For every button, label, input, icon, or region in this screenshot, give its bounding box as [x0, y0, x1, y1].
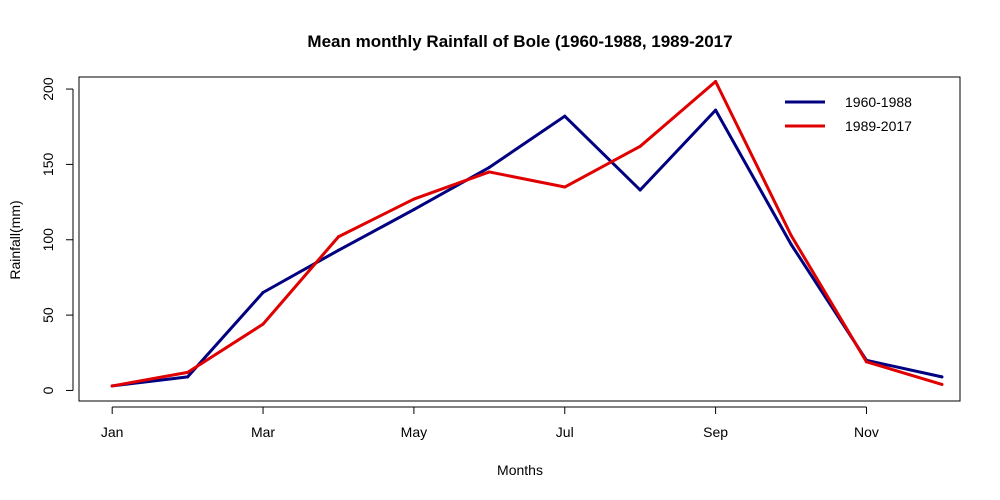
- data-point: [336, 248, 340, 252]
- x-tick-label: Nov: [854, 424, 879, 440]
- x-tick-label: Mar: [251, 424, 275, 440]
- y-tick-label: 50: [40, 307, 56, 323]
- plot-frame: [78, 76, 961, 402]
- legend-label-2: 1989-2017: [845, 118, 912, 134]
- data-point: [789, 233, 793, 237]
- legend: 1960-1988 1989-2017: [785, 94, 912, 134]
- data-point: [789, 242, 793, 246]
- y-tick-label: 200: [40, 77, 56, 101]
- data-point: [412, 197, 416, 201]
- data-point: [940, 382, 944, 386]
- data-point: [487, 165, 491, 169]
- data-point: [563, 114, 567, 118]
- x-axis-label: Months: [497, 462, 543, 478]
- y-tick-label: 150: [40, 153, 56, 177]
- legend-label-1: 1960-1988: [845, 94, 912, 110]
- x-tick-label: May: [401, 424, 427, 440]
- data-point: [940, 375, 944, 379]
- data-point: [563, 185, 567, 189]
- data-point: [186, 375, 190, 379]
- data-point: [110, 384, 114, 388]
- data-point: [864, 360, 868, 364]
- y-axis: 0 50 100 150 200: [40, 77, 74, 394]
- data-point: [261, 290, 265, 294]
- x-tick-label: Sep: [703, 424, 728, 440]
- data-point: [336, 235, 340, 239]
- data-point: [714, 108, 718, 112]
- series-layer: [110, 80, 944, 388]
- data-point: [487, 170, 491, 174]
- x-tick-label: Jan: [101, 424, 124, 440]
- chart-title: Mean monthly Rainfall of Bole (1960-1988…: [307, 32, 732, 51]
- data-point: [261, 322, 265, 326]
- data-point: [638, 188, 642, 192]
- y-axis-label: Rainfall(mm): [7, 200, 23, 279]
- series-line-1: [110, 108, 944, 388]
- x-axis: Jan Mar May Jul Sep Nov: [101, 406, 879, 440]
- y-tick-label: 0: [40, 386, 56, 394]
- x-tick-label: Jul: [556, 424, 574, 440]
- y-tick-label: 100: [40, 228, 56, 252]
- data-point: [186, 370, 190, 374]
- data-point: [412, 208, 416, 212]
- data-point: [714, 80, 718, 84]
- data-point: [638, 144, 642, 148]
- series-line-2: [110, 80, 944, 388]
